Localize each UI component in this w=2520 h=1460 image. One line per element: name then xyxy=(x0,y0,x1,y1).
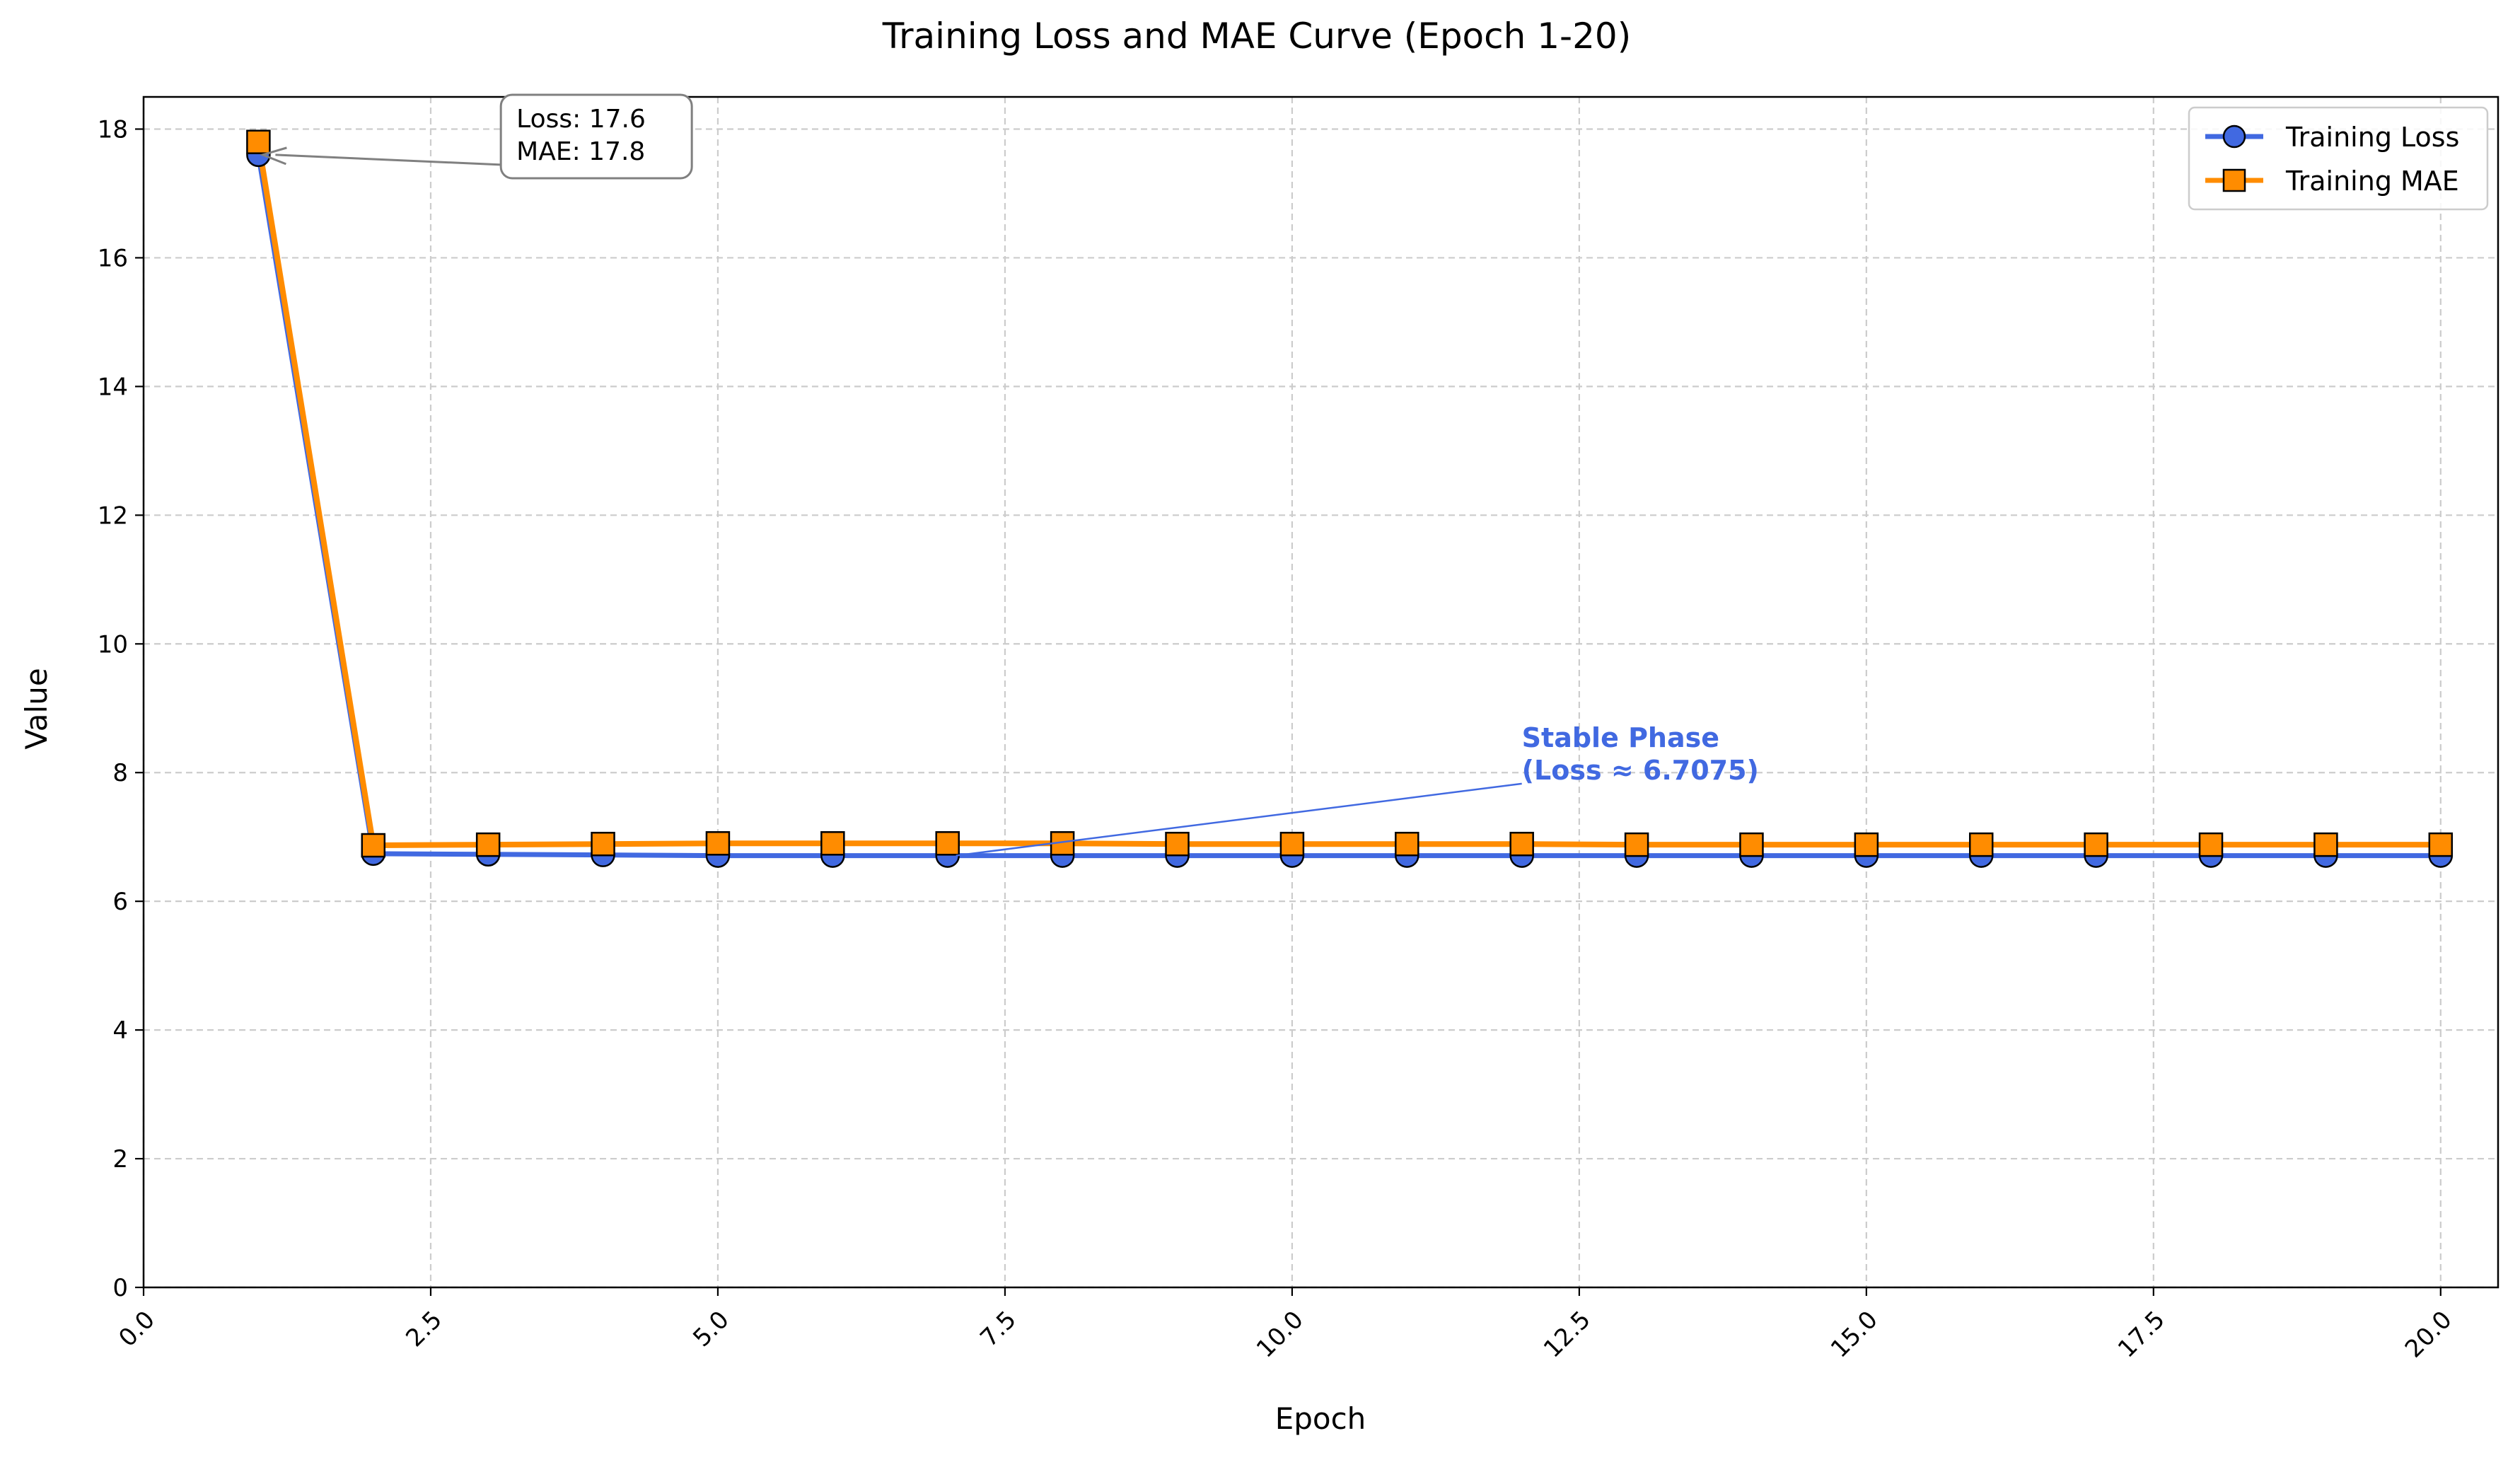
x-tick-label: 2.5 xyxy=(400,1306,448,1353)
legend-label-mae: Training MAE xyxy=(2285,166,2459,197)
mae-point xyxy=(1624,832,1649,857)
x-tick-label: 5.0 xyxy=(687,1306,735,1353)
mae-point xyxy=(246,129,271,154)
mae-point xyxy=(1854,832,1879,857)
x-tick-label: 0.0 xyxy=(113,1306,161,1353)
series-line-training-mae xyxy=(255,141,2441,849)
x-axis-label: Epoch xyxy=(1275,1401,1366,1436)
stable-phase-text: Stable Phase xyxy=(1522,722,1719,753)
annotation-text: Loss: 17.6 xyxy=(516,105,646,134)
grid-lines xyxy=(142,97,2498,1289)
mae-point xyxy=(1165,831,1190,857)
mae-point xyxy=(705,831,731,856)
y-tick-label: 8 xyxy=(112,759,128,787)
y-tick-label: 2 xyxy=(112,1145,128,1174)
annotation-arrow xyxy=(275,153,501,166)
y-axis-label: Value xyxy=(19,668,54,749)
mae-point xyxy=(1509,831,1534,857)
x-tick-label: 7.5 xyxy=(975,1306,1022,1353)
legend-box xyxy=(2188,106,2489,211)
x-tick-label: 12.5 xyxy=(1538,1306,1596,1364)
mae-point xyxy=(361,833,386,858)
mae-point xyxy=(1279,831,1305,857)
annotation-box xyxy=(499,93,693,180)
y-tick-label: 14 xyxy=(98,373,128,401)
mae-point xyxy=(475,832,501,857)
x-tick-label: 15.0 xyxy=(1825,1306,1883,1364)
y-tick-label: 16 xyxy=(98,244,128,272)
mae-point xyxy=(1739,832,1764,857)
legend-marker-mae xyxy=(2222,168,2246,192)
chart-title: Training Loss and MAE Curve (Epoch 1-20) xyxy=(882,16,1631,57)
series-line-training-loss xyxy=(255,154,2441,859)
mae-point xyxy=(1968,832,1994,857)
y-tick-label: 18 xyxy=(98,115,128,144)
stable-phase-text: (Loss ≈ 6.7075) xyxy=(1522,755,1759,786)
x-tick-label: 17.5 xyxy=(2113,1306,2171,1364)
stable-phase-arrow xyxy=(956,782,1522,857)
mae-point xyxy=(820,831,845,856)
mae-point xyxy=(1395,831,1419,857)
x-tick-label: 20.0 xyxy=(2400,1306,2458,1364)
mae-point xyxy=(2198,832,2224,857)
legend: Training Loss Training MAE xyxy=(2188,106,2489,211)
mae-point xyxy=(2428,832,2454,857)
y-tick-label: 10 xyxy=(98,630,128,659)
legend-marker-loss xyxy=(2222,124,2246,149)
annotation-arrowhead xyxy=(259,146,287,166)
annotation-layer: Loss: 17.6 MAE: 17.8 Stable Phase(Loss ≈ 6… xyxy=(259,93,1759,857)
mae-point xyxy=(2084,832,2108,857)
axis-ticks: 0.0 2.5 5.0 7.5 10.0 12.5 15.0 17.5 20.0 0 2 4 6 8 10 1… xyxy=(98,115,2458,1363)
annotation-text: MAE: 17.8 xyxy=(516,137,645,166)
mae-point xyxy=(2313,832,2338,857)
y-tick-label: 4 xyxy=(112,1016,128,1045)
series-layer xyxy=(246,129,2454,868)
y-tick-label: 12 xyxy=(98,502,128,530)
y-tick-label: 0 xyxy=(112,1274,128,1302)
x-tick-label: 10.0 xyxy=(1251,1306,1309,1364)
legend-label-loss: Training Loss xyxy=(2285,122,2459,153)
mae-point xyxy=(591,831,615,857)
mae-point xyxy=(935,831,960,856)
y-tick-label: 6 xyxy=(112,888,128,916)
plot-frame xyxy=(142,95,2499,1289)
